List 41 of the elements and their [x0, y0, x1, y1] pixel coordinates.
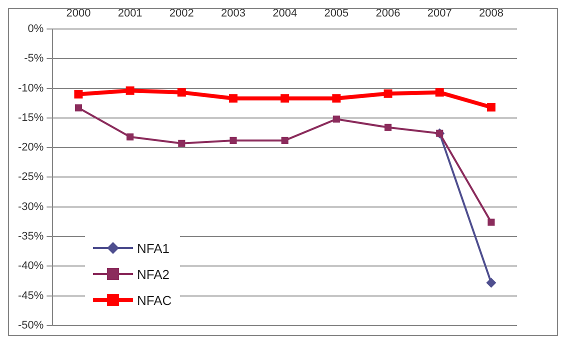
x-tick-label: 2002 — [169, 8, 194, 20]
x-tick-label: 2003 — [221, 8, 246, 20]
point — [177, 88, 186, 97]
point — [74, 104, 82, 112]
x-tick-label: 2006 — [376, 8, 400, 20]
y-tick-label: -10% — [18, 82, 44, 94]
point — [384, 89, 392, 98]
point — [230, 136, 237, 144]
x-tick-label: 2001 — [118, 8, 142, 20]
y-tick-label: 0% — [28, 23, 44, 36]
point — [384, 124, 392, 131]
x-tick-label: 2004 — [272, 8, 298, 20]
y-tick-label: -30% — [18, 200, 44, 213]
x-tick-label: 2008 — [478, 8, 504, 20]
point — [178, 140, 186, 147]
point — [74, 90, 83, 98]
point — [435, 88, 444, 97]
point — [332, 116, 340, 123]
x-tick-label: 2007 — [427, 8, 452, 20]
point — [332, 94, 341, 103]
point — [488, 218, 495, 226]
x-tick-label: 2005 — [324, 8, 349, 20]
y-tick-label: -35% — [18, 230, 44, 243]
x-tick-label: 2000 — [66, 8, 91, 20]
point — [281, 136, 288, 144]
y-tick-label: -40% — [18, 260, 44, 272]
y-tick-label: -25% — [18, 171, 44, 184]
point — [486, 103, 496, 112]
legend-label: NFA1 — [137, 240, 170, 256]
point — [280, 94, 290, 103]
point — [486, 278, 496, 288]
y-tick-label: -5% — [24, 52, 44, 65]
y-tick-label: -15% — [18, 112, 44, 124]
y-tick-label: -50% — [18, 319, 44, 332]
point — [126, 86, 134, 95]
legend-label: NFA2 — [137, 266, 170, 282]
point — [229, 94, 238, 103]
point — [126, 133, 134, 140]
legend-label: NFAC — [137, 292, 172, 308]
y-tick-label: -20% — [18, 142, 44, 154]
y-tick-label: -45% — [18, 290, 44, 302]
